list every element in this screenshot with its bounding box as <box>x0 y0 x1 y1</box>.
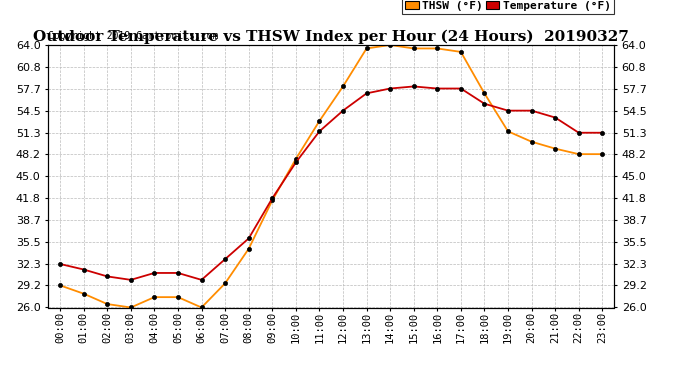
Legend: THSW (°F), Temperature (°F): THSW (°F), Temperature (°F) <box>402 0 614 14</box>
Text: Copyright 2019 Cartronics.com: Copyright 2019 Cartronics.com <box>48 32 219 41</box>
Title: Outdoor Temperature vs THSW Index per Hour (24 Hours)  20190327: Outdoor Temperature vs THSW Index per Ho… <box>33 30 629 44</box>
